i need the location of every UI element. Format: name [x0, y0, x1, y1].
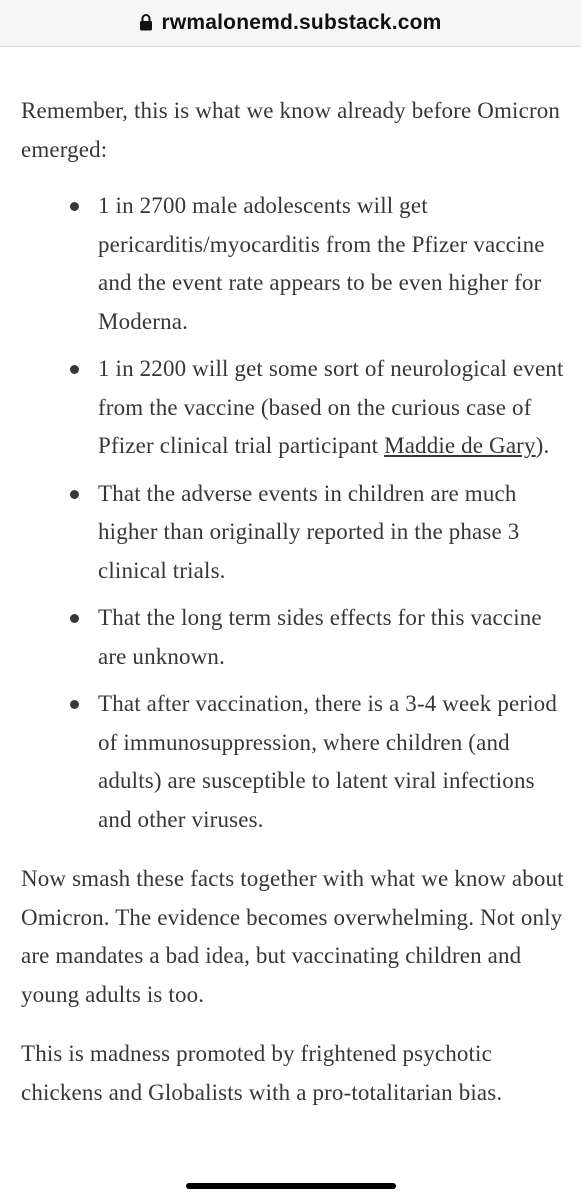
url-text[interactable]: rwmalonemd.substack.com	[161, 11, 442, 34]
list-item: That the long term sides effects for thi…	[21, 599, 566, 676]
list-item: That after vaccination, there is a 3-4 w…	[21, 685, 566, 839]
bullet-icon	[70, 365, 79, 374]
facts-list: 1 in 2700 male adolescents will get peri…	[21, 187, 566, 839]
list-item: 1 in 2200 will get some sort of neurolog…	[21, 350, 566, 466]
list-item: That the adverse events in children are …	[21, 475, 566, 591]
madness-paragraph: This is madness promoted by frightened p…	[21, 1041, 503, 1105]
maddie-de-gary-link[interactable]: Maddie de Gary	[384, 433, 536, 458]
list-item-text: That the adverse events in children are …	[98, 480, 520, 583]
bullet-icon	[70, 202, 79, 211]
list-item-text: That after vaccination, there is a 3-4 w…	[98, 691, 557, 832]
list-item-text: That the long term sides effects for thi…	[98, 605, 542, 669]
article-body: Remember, this is what we know already b…	[21, 92, 566, 1112]
lock-icon	[139, 13, 153, 31]
intro-paragraph: Remember, this is what we know already b…	[21, 98, 561, 162]
bullet-icon	[70, 700, 79, 709]
list-item: 1 in 2700 male adolescents will get peri…	[21, 187, 566, 341]
home-indicator[interactable]	[186, 1183, 396, 1189]
bullet-icon	[70, 614, 79, 623]
bullet-icon	[70, 489, 79, 499]
list-item-text: 1 in 2200 will get some sort of neurolog…	[98, 356, 564, 458]
omicron-paragraph: Now smash these facts together with what…	[21, 866, 564, 1007]
address-bar[interactable]: rwmalonemd.substack.com	[0, 0, 581, 47]
list-item-text: 1 in 2700 male adolescents will get peri…	[98, 193, 545, 334]
list-item-text-end: ).	[535, 433, 550, 458]
